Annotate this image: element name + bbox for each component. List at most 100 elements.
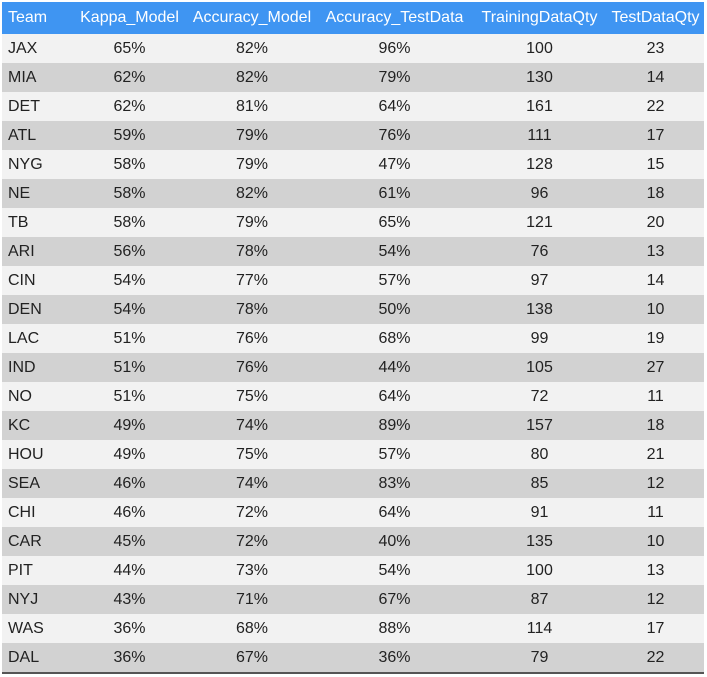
table-row: CHI 46% 72% 64% 91 11 (2, 498, 704, 527)
table-row: NYG 58% 79% 47% 128 15 (2, 150, 704, 179)
cell-accuracy-model: 77% (187, 266, 317, 295)
cell-team: IND (2, 353, 72, 382)
cell-team: HOU (2, 440, 72, 469)
cell-accuracy-model: 82% (187, 179, 317, 208)
cell-testdataqty: 11 (607, 382, 704, 411)
table-row: PIT 44% 73% 54% 100 13 (2, 556, 704, 585)
cell-accuracy-testdata: 44% (317, 353, 472, 382)
cell-trainingdataqty: 121 (472, 208, 607, 237)
table-row: NO 51% 75% 64% 72 11 (2, 382, 704, 411)
cell-kappa-model: 58% (72, 150, 187, 179)
cell-kappa-model: 62% (72, 92, 187, 121)
table-row: ARI 56% 78% 54% 76 13 (2, 237, 704, 266)
cell-team: CAR (2, 527, 72, 556)
table-row: SEA 46% 74% 83% 85 12 (2, 469, 704, 498)
table-row: IND 51% 76% 44% 105 27 (2, 353, 704, 382)
cell-testdataqty: 15 (607, 150, 704, 179)
cell-testdataqty: 22 (607, 643, 704, 674)
cell-accuracy-model: 82% (187, 34, 317, 63)
column-header-kappa-model: Kappa_Model (72, 2, 187, 34)
cell-team: WAS (2, 614, 72, 643)
cell-testdataqty: 10 (607, 295, 704, 324)
cell-accuracy-model: 76% (187, 353, 317, 382)
table-header: Team Kappa_Model Accuracy_Model Accuracy… (2, 2, 704, 34)
table-row: KC 49% 74% 89% 157 18 (2, 411, 704, 440)
cell-kappa-model: 51% (72, 382, 187, 411)
cell-trainingdataqty: 111 (472, 121, 607, 150)
table-row: ATL 59% 79% 76% 111 17 (2, 121, 704, 150)
cell-accuracy-model: 72% (187, 498, 317, 527)
cell-testdataqty: 17 (607, 121, 704, 150)
cell-team: CHI (2, 498, 72, 527)
cell-kappa-model: 44% (72, 556, 187, 585)
cell-accuracy-testdata: 50% (317, 295, 472, 324)
cell-accuracy-testdata: 89% (317, 411, 472, 440)
cell-testdataqty: 10 (607, 527, 704, 556)
cell-team: MIA (2, 63, 72, 92)
cell-team: JAX (2, 34, 72, 63)
cell-trainingdataqty: 138 (472, 295, 607, 324)
cell-kappa-model: 51% (72, 353, 187, 382)
cell-trainingdataqty: 97 (472, 266, 607, 295)
cell-kappa-model: 65% (72, 34, 187, 63)
cell-kappa-model: 54% (72, 295, 187, 324)
cell-accuracy-model: 68% (187, 614, 317, 643)
cell-team: PIT (2, 556, 72, 585)
cell-kappa-model: 43% (72, 585, 187, 614)
cell-trainingdataqty: 80 (472, 440, 607, 469)
cell-trainingdataqty: 85 (472, 469, 607, 498)
cell-accuracy-testdata: 76% (317, 121, 472, 150)
header-row: Team Kappa_Model Accuracy_Model Accuracy… (2, 2, 704, 34)
table-row: TB 58% 79% 65% 121 20 (2, 208, 704, 237)
cell-accuracy-testdata: 57% (317, 440, 472, 469)
cell-trainingdataqty: 96 (472, 179, 607, 208)
cell-testdataqty: 12 (607, 469, 704, 498)
cell-accuracy-model: 78% (187, 295, 317, 324)
cell-accuracy-model: 79% (187, 208, 317, 237)
cell-kappa-model: 46% (72, 498, 187, 527)
cell-kappa-model: 56% (72, 237, 187, 266)
cell-kappa-model: 49% (72, 411, 187, 440)
cell-accuracy-testdata: 64% (317, 382, 472, 411)
cell-trainingdataqty: 72 (472, 382, 607, 411)
cell-accuracy-model: 82% (187, 63, 317, 92)
cell-accuracy-model: 79% (187, 150, 317, 179)
table-row: LAC 51% 76% 68% 99 19 (2, 324, 704, 353)
column-header-team: Team (2, 2, 72, 34)
cell-team: ARI (2, 237, 72, 266)
cell-team: DET (2, 92, 72, 121)
cell-accuracy-testdata: 79% (317, 63, 472, 92)
cell-kappa-model: 62% (72, 63, 187, 92)
cell-accuracy-model: 81% (187, 92, 317, 121)
cell-accuracy-testdata: 40% (317, 527, 472, 556)
cell-testdataqty: 11 (607, 498, 704, 527)
cell-kappa-model: 46% (72, 469, 187, 498)
cell-testdataqty: 22 (607, 92, 704, 121)
cell-testdataqty: 18 (607, 411, 704, 440)
cell-kappa-model: 58% (72, 208, 187, 237)
cell-accuracy-testdata: 61% (317, 179, 472, 208)
cell-accuracy-testdata: 67% (317, 585, 472, 614)
cell-accuracy-model: 75% (187, 440, 317, 469)
cell-accuracy-model: 73% (187, 556, 317, 585)
cell-team: TB (2, 208, 72, 237)
cell-trainingdataqty: 99 (472, 324, 607, 353)
cell-testdataqty: 18 (607, 179, 704, 208)
cell-team: NO (2, 382, 72, 411)
table-row: DET 62% 81% 64% 161 22 (2, 92, 704, 121)
table-row: DAL 36% 67% 36% 79 22 (2, 643, 704, 674)
cell-team: NYJ (2, 585, 72, 614)
cell-accuracy-testdata: 64% (317, 92, 472, 121)
table-row: JAX 65% 82% 96% 100 23 (2, 34, 704, 63)
cell-trainingdataqty: 130 (472, 63, 607, 92)
cell-kappa-model: 58% (72, 179, 187, 208)
cell-accuracy-model: 67% (187, 643, 317, 674)
cell-testdataqty: 14 (607, 63, 704, 92)
cell-kappa-model: 59% (72, 121, 187, 150)
cell-testdataqty: 17 (607, 614, 704, 643)
cell-accuracy-testdata: 54% (317, 556, 472, 585)
cell-accuracy-testdata: 57% (317, 266, 472, 295)
cell-trainingdataqty: 114 (472, 614, 607, 643)
